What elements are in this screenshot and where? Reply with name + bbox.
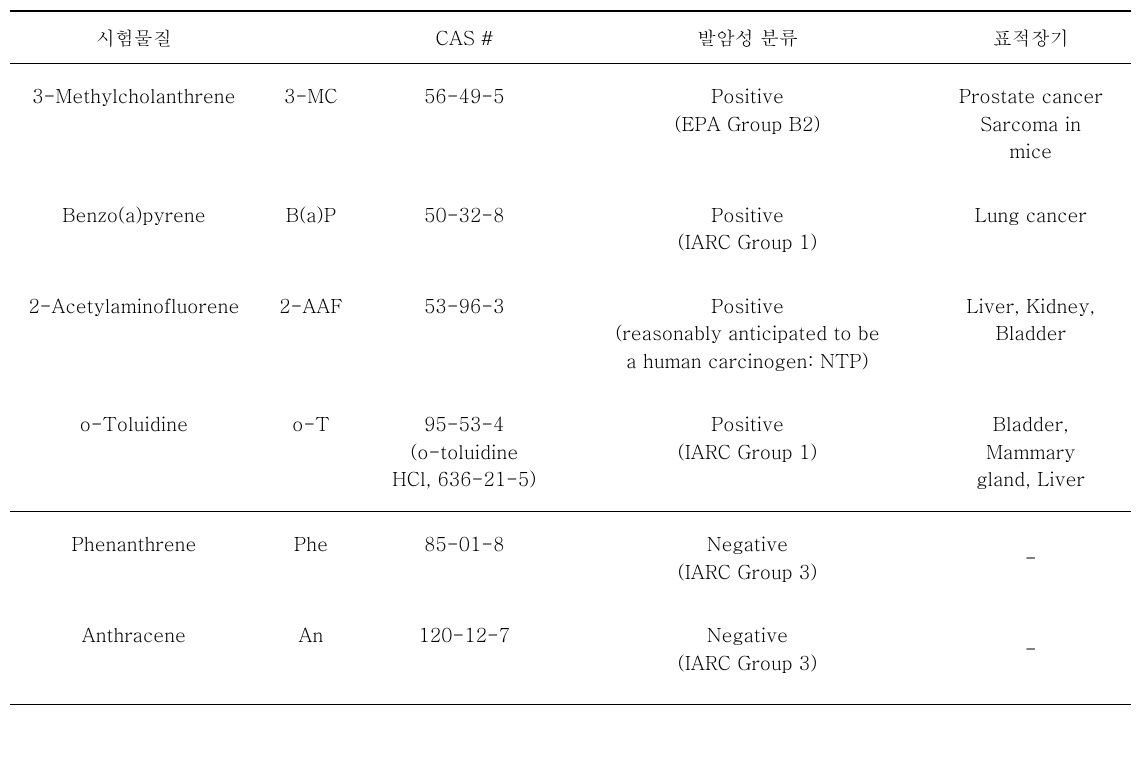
header-cas: CAS # [364, 11, 565, 64]
target-line: Mammary [936, 438, 1125, 466]
header-abbr [258, 11, 364, 64]
classification-line: a human carcinogen: NTP) [571, 347, 925, 375]
classification-line: Positive [571, 292, 925, 320]
carcinogen-table: 시험물질 CAS # 발암성 분류 표적장기 3-Methylcholanthr… [10, 10, 1131, 705]
classification-line: Negative [571, 530, 925, 558]
cell-cas: 120-12-7 [364, 603, 565, 705]
classification-line: (IARC Group 3) [571, 649, 925, 677]
classification-line: Negative [571, 621, 925, 649]
cell-cas: 50-32-8 [364, 183, 565, 274]
target-line: mice [936, 137, 1125, 165]
cas-line: 95-53-4 [370, 410, 559, 438]
cell-cas: 85-01-8 [364, 512, 565, 604]
cell-target: Liver, Kidney, Bladder [930, 274, 1131, 393]
target-line: Bladder [936, 319, 1125, 347]
classification-line: (IARC Group 1) [571, 438, 925, 466]
cell-classification: Negative (IARC Group 3) [565, 512, 931, 604]
table-row: 3-Methylcholanthrene 3-MC 56-49-5 Positi… [10, 64, 1131, 183]
target-line: Bladder, [936, 410, 1125, 438]
cas-line: (o-toluidine [370, 438, 559, 466]
cell-abbr: An [258, 603, 364, 705]
cell-abbr: Phe [258, 512, 364, 604]
cell-substance: 3-Methylcholanthrene [10, 64, 258, 183]
cell-classification: Positive (EPA Group B2) [565, 64, 931, 183]
table-row: o-Toluidine o-T 95-53-4 (o-toluidine HCl… [10, 392, 1131, 511]
classification-line: (reasonably anticipated to be [571, 319, 925, 347]
cell-target: Prostate cancer Sarcoma in mice [930, 64, 1131, 183]
header-substance: 시험물질 [10, 11, 258, 64]
cell-cas: 95-53-4 (o-toluidine HCl, 636-21-5) [364, 392, 565, 511]
cell-classification: Positive (IARC Group 1) [565, 183, 931, 274]
target-line: - [936, 544, 1125, 572]
cell-substance: Anthracene [10, 603, 258, 705]
cell-substance: o-Toluidine [10, 392, 258, 511]
cell-target: Bladder, Mammary gland, Liver [930, 392, 1131, 511]
target-line: gland, Liver [936, 465, 1125, 493]
cell-abbr: 2-AAF [258, 274, 364, 393]
cell-classification: Positive (IARC Group 1) [565, 392, 931, 511]
table-row: Benzo(a)pyrene B(a)P 50-32-8 Positive (I… [10, 183, 1131, 274]
table-row: Anthracene An 120-12-7 Negative (IARC Gr… [10, 603, 1131, 705]
target-line: Prostate cancer [936, 82, 1125, 110]
table-row: Phenanthrene Phe 85-01-8 Negative (IARC … [10, 512, 1131, 604]
cell-classification: Negative (IARC Group 3) [565, 603, 931, 705]
cell-target: Lung cancer [930, 183, 1131, 274]
cell-target: - [930, 512, 1131, 604]
target-line: Liver, Kidney, [936, 292, 1125, 320]
cell-cas: 53-96-3 [364, 274, 565, 393]
classification-line: (IARC Group 1) [571, 228, 925, 256]
cell-abbr: 3-MC [258, 64, 364, 183]
header-classification: 발암성 분류 [565, 11, 931, 64]
cell-abbr: o-T [258, 392, 364, 511]
table-row: 2-Acetylaminofluorene 2-AAF 53-96-3 Posi… [10, 274, 1131, 393]
cas-line: HCl, 636-21-5) [370, 465, 559, 493]
classification-line: (EPA Group B2) [571, 110, 925, 138]
header-target: 표적장기 [930, 11, 1131, 64]
target-line: Lung cancer [936, 201, 1125, 229]
classification-line: Positive [571, 410, 925, 438]
cell-substance: 2-Acetylaminofluorene [10, 274, 258, 393]
cell-classification: Positive (reasonably anticipated to be a… [565, 274, 931, 393]
cell-cas: 56-49-5 [364, 64, 565, 183]
classification-line: Positive [571, 82, 925, 110]
classification-line: (IARC Group 3) [571, 558, 925, 586]
cell-abbr: B(a)P [258, 183, 364, 274]
target-line: Sarcoma in [936, 110, 1125, 138]
cell-substance: Benzo(a)pyrene [10, 183, 258, 274]
classification-line: Positive [571, 201, 925, 229]
cell-target: - [930, 603, 1131, 705]
cell-substance: Phenanthrene [10, 512, 258, 604]
target-line: - [936, 635, 1125, 663]
table-header-row: 시험물질 CAS # 발암성 분류 표적장기 [10, 11, 1131, 64]
